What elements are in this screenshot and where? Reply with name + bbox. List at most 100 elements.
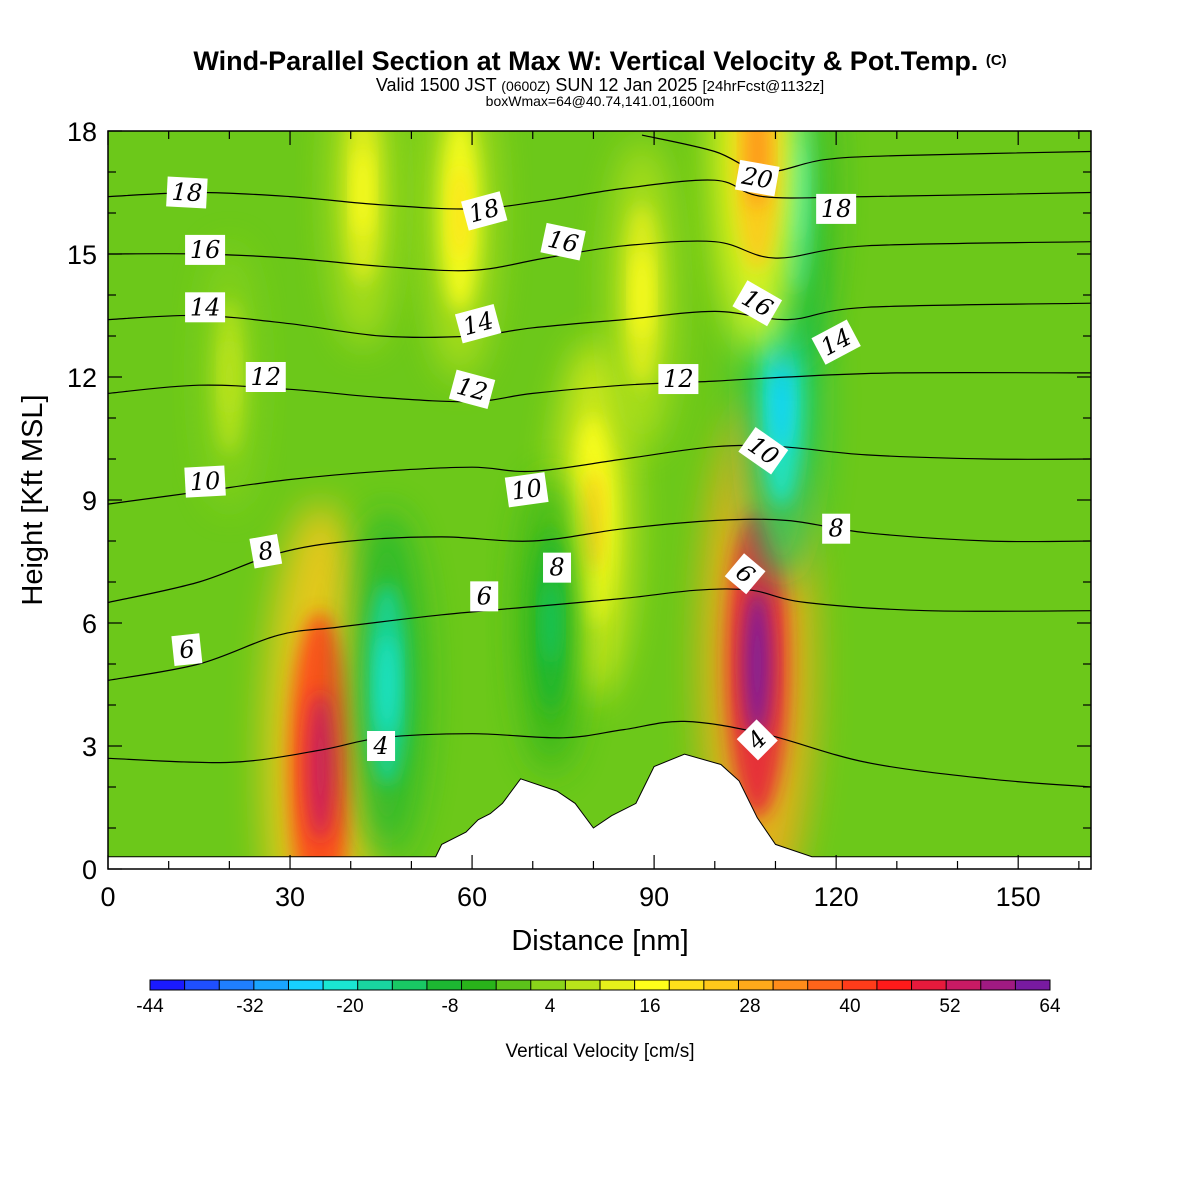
colorbar-tick-label: 52 — [939, 996, 960, 1017]
y-tick-label: 12 — [67, 363, 97, 393]
colorbar-swatch-22 — [911, 980, 947, 990]
x-tick-label: 90 — [639, 882, 669, 912]
colorbar-swatch-24 — [980, 980, 1016, 990]
contour-label-12: 10 — [504, 472, 549, 508]
contour-label-21: 8 — [822, 513, 851, 544]
colorbar-swatch-11 — [530, 980, 566, 990]
svg-text:10: 10 — [189, 467, 221, 497]
contour-label-4: 10 — [184, 465, 226, 498]
svg-text:4: 4 — [372, 732, 388, 760]
velocity-field — [200, 131, 832, 869]
contour-label-14: 6 — [470, 581, 499, 612]
colorbar-tick-label: -44 — [136, 996, 164, 1017]
colorbar-tick-label: 64 — [1039, 996, 1061, 1017]
theta-contour-4 — [108, 720, 1091, 788]
contour-label-16: 20 — [734, 159, 780, 197]
x-tick-labels: 0 30 60 90 120 150 — [100, 882, 1040, 912]
y-tick-label: 0 — [82, 855, 97, 885]
colorbar-tick-label: 4 — [545, 996, 556, 1017]
y-tick-label: 9 — [82, 486, 97, 516]
velocity-feature-10 — [329, 131, 397, 349]
colorbar-swatch-1 — [184, 980, 220, 990]
colorbar-swatch-9 — [461, 980, 497, 990]
theta-contour-10 — [108, 444, 1091, 505]
svg-text:8: 8 — [256, 536, 276, 566]
svg-text:12: 12 — [663, 365, 694, 393]
contour-label-5: 8 — [249, 534, 283, 569]
contour-label-13: 8 — [543, 552, 572, 583]
contour-label-10: 14 — [454, 304, 502, 344]
y-tick-labels: 0 3 6 9 12 15 18 — [67, 117, 97, 885]
colorbar-swatch-4 — [288, 980, 324, 990]
colorbar-swatch-2 — [219, 980, 255, 990]
colorbar-swatch-13 — [600, 980, 636, 990]
theta-contour-6 — [108, 588, 1091, 681]
svg-text:8: 8 — [829, 515, 844, 543]
colorbar-tick-label: -8 — [442, 996, 459, 1017]
x-tick-label: 150 — [996, 882, 1041, 912]
theta-contour-20 — [641, 134, 1091, 173]
contour-label-2: 14 — [185, 292, 226, 323]
colorbar-swatch-19 — [807, 980, 843, 990]
colorbar-tick-label: 28 — [739, 996, 760, 1017]
y-tick-label: 18 — [67, 117, 97, 147]
colorbar-tick-labels: -44 -32 -20 -8 4 16 28 40 52 64 — [136, 996, 1061, 1017]
colorbar — [149, 979, 1051, 991]
contour-label-3: 12 — [245, 362, 286, 392]
x-tick-label: 30 — [275, 882, 305, 912]
colorbar-swatch-10 — [496, 980, 532, 990]
x-tick-label: 0 — [100, 882, 115, 912]
colorbar-swatch-5 — [323, 980, 359, 990]
svg-text:12: 12 — [250, 363, 281, 391]
colorbar-swatch-15 — [669, 980, 705, 990]
velocity-feature-3 — [518, 473, 584, 773]
chart-title: Wind-Parallel Section at Max W: Vertical… — [193, 46, 1006, 76]
y-axis-label: Height [Kft MSL] — [17, 394, 49, 605]
colorbar-label: Vertical Velocity [cm/s] — [505, 1041, 694, 1062]
colorbar-swatch-18 — [773, 980, 809, 990]
colorbar-tick-label: -32 — [236, 996, 263, 1017]
x-tick-label: 60 — [457, 882, 487, 912]
colorbar-swatch-16 — [703, 980, 739, 990]
colorbar-swatch-0 — [150, 980, 186, 990]
contour-label-0: 18 — [166, 176, 208, 209]
svg-text:20: 20 — [739, 162, 775, 195]
velocity-feature-1 — [349, 510, 425, 859]
contour-label-15: 12 — [658, 364, 699, 395]
colorbar-swatch-7 — [392, 980, 428, 990]
colorbar-tick-label: -20 — [336, 996, 363, 1017]
colorbar-tick-label: 16 — [639, 996, 660, 1017]
colorbar-swatch-12 — [565, 980, 601, 990]
y-tick-label: 6 — [82, 609, 97, 639]
colorbar-swatch-20 — [842, 980, 878, 990]
colorbar-swatch-3 — [253, 980, 289, 990]
colorbar-swatch-21 — [876, 980, 913, 990]
colorbar-swatch-17 — [738, 980, 774, 990]
colorbar-swatch-23 — [946, 980, 982, 990]
x-axis-label: Distance [nm] — [511, 925, 688, 957]
svg-text:8: 8 — [549, 554, 564, 582]
svg-text:18: 18 — [821, 195, 852, 223]
svg-text:18: 18 — [171, 178, 203, 208]
svg-text:16: 16 — [545, 225, 581, 259]
chart-subtitle-2: boxWmax=64@40.74,141.01,1600m — [486, 93, 715, 109]
svg-text:6: 6 — [477, 582, 492, 610]
colorbar-swatch-25 — [1015, 980, 1051, 990]
y-tick-label: 15 — [67, 240, 97, 270]
contour-label-17: 18 — [816, 193, 857, 224]
colorbar-swatch-8 — [426, 980, 463, 990]
colorbar-tick-label: 40 — [839, 996, 860, 1017]
x-tick-label: 120 — [814, 882, 859, 912]
colorbar-swatch-14 — [634, 980, 670, 990]
svg-text:14: 14 — [190, 293, 221, 321]
terrain — [108, 753, 1091, 869]
theta-contours — [108, 134, 1091, 788]
contour-label-6: 6 — [171, 633, 203, 667]
theta-contour-16 — [108, 240, 1091, 272]
contour-label-11: 12 — [448, 369, 496, 409]
contour-label-7: 4 — [367, 731, 396, 761]
svg-text:6: 6 — [178, 635, 196, 664]
